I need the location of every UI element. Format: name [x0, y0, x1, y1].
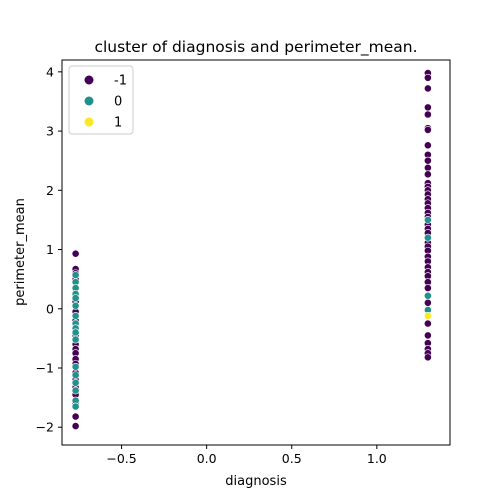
legend-marker [83, 74, 95, 86]
chart-title: cluster of diagnosis and perimeter_mean. [94, 38, 417, 57]
y-axis: −2 −1 0 1 2 3 4 [36, 64, 62, 435]
data-point [423, 298, 432, 307]
y-tick-label: 1 [46, 242, 54, 257]
y-tick-label: −1 [36, 361, 54, 376]
data-point [71, 362, 80, 371]
data-point [71, 422, 80, 430]
data-point [71, 402, 80, 411]
y-tick-label: 2 [46, 183, 54, 198]
series-1 [71, 216, 432, 411]
data-point [423, 84, 432, 93]
legend-items: -1 0 1 [83, 74, 127, 131]
data-point [423, 233, 432, 242]
data-point [423, 125, 432, 134]
data-point [71, 328, 80, 337]
y-axis-label: perimeter_mean [13, 198, 28, 306]
x-tick-label: 1.0 [367, 451, 387, 466]
data-point [71, 301, 80, 310]
y-tick-label: 4 [46, 64, 54, 79]
series-2 [423, 311, 432, 320]
data-point [71, 371, 80, 380]
data-point [423, 353, 432, 362]
data-point [423, 103, 432, 112]
data-point [423, 331, 432, 340]
legend-label: -1 [114, 74, 127, 89]
data-point [71, 335, 80, 344]
legend: -1 0 1 [68, 65, 134, 135]
data-point [423, 291, 432, 300]
x-tick-label: −0.5 [106, 451, 136, 466]
y-tick-label: 3 [46, 124, 54, 139]
data-point [71, 386, 80, 395]
data-point [423, 110, 432, 119]
x-axis: −0.5 0.0 0.5 1.0 [106, 445, 387, 466]
data-point [71, 311, 80, 320]
data-point [423, 170, 432, 179]
x-tick-label: 0.0 [197, 451, 217, 466]
data-point [423, 141, 432, 150]
legend-label: 1 [114, 116, 122, 131]
data-point [423, 284, 432, 292]
plot-border [61, 59, 451, 446]
legend-label: 0 [114, 95, 122, 110]
data-point [71, 249, 80, 258]
y-tick-label: −2 [36, 420, 54, 435]
data-point [71, 378, 80, 387]
legend-marker [83, 116, 95, 128]
y-tick-label: 0 [46, 301, 54, 316]
x-tick-label: 0.5 [282, 451, 302, 466]
x-axis-label: diagnosis [225, 474, 287, 489]
legend-marker [83, 95, 95, 107]
data-point [423, 156, 432, 165]
data-point [423, 163, 432, 172]
data-point [423, 73, 432, 82]
data-point [71, 271, 80, 279]
data-point [423, 216, 432, 224]
points-layer [71, 69, 432, 430]
data-point [423, 311, 432, 320]
data-point [423, 319, 432, 328]
data-point [71, 412, 80, 421]
data-point [71, 294, 80, 303]
